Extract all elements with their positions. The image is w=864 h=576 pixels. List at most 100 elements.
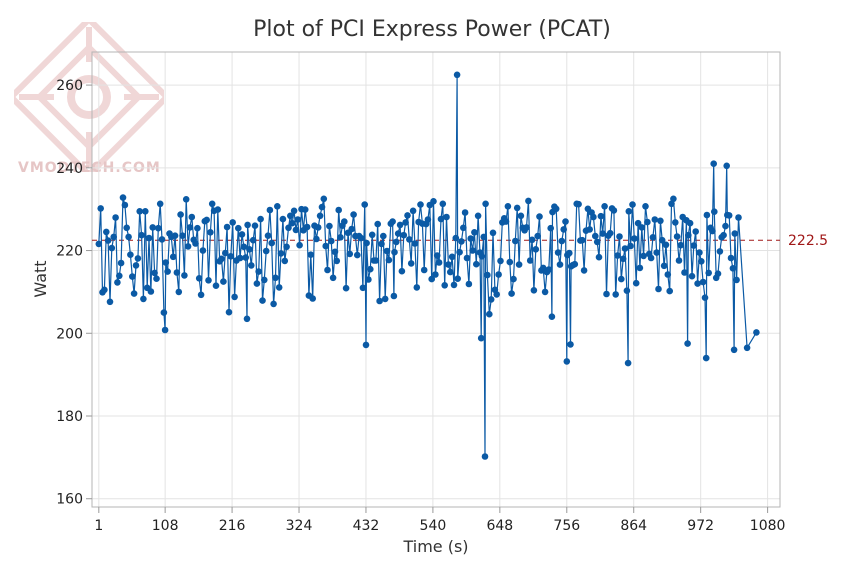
data-point [694, 280, 701, 287]
data-point [548, 313, 556, 321]
data-point [194, 224, 201, 232]
data-point [320, 195, 328, 203]
data-point [716, 248, 724, 255]
data-point [333, 257, 341, 265]
axis-ticks: 1 108 216 324 432 540 648 756 864 972 1080 160 180 20… [56, 78, 785, 534]
data-point [698, 258, 705, 265]
data-point [554, 249, 562, 256]
data-point [688, 272, 696, 280]
data-point [515, 261, 523, 268]
data-point [195, 275, 203, 282]
data-point [675, 257, 683, 264]
data-point [625, 208, 633, 215]
data-point [346, 250, 354, 258]
data-point [467, 235, 475, 242]
data-point [277, 250, 285, 257]
data-point [725, 212, 733, 219]
data-point [328, 237, 335, 245]
x-tick-label: 648 [486, 518, 513, 534]
data-point [266, 206, 274, 214]
data-point [290, 207, 298, 215]
data-point [108, 244, 116, 252]
data-point [623, 287, 631, 295]
data-point [342, 284, 350, 292]
data-point [251, 222, 259, 229]
data-point [104, 237, 112, 244]
data-point [147, 288, 155, 295]
data-point [134, 255, 142, 262]
data-point [445, 261, 452, 268]
data-point [502, 218, 510, 225]
data-point [292, 226, 300, 234]
x-tick-label: 432 [353, 518, 380, 534]
data-point [188, 213, 196, 221]
data-point [430, 198, 437, 205]
data-point [337, 234, 344, 241]
data-point [685, 231, 692, 239]
data-point [601, 203, 608, 210]
data-point [614, 252, 621, 259]
data-point [359, 284, 367, 292]
data-point [322, 242, 330, 250]
data-point [409, 207, 417, 215]
data-point [523, 224, 530, 231]
data-point [367, 265, 374, 273]
data-point [558, 237, 566, 245]
data-point [287, 212, 294, 220]
data-point [354, 251, 361, 259]
series-line [98, 74, 757, 457]
data-point [413, 284, 421, 291]
y-tick-label: 240 [56, 161, 83, 177]
data-point [684, 340, 691, 347]
data-point [309, 295, 317, 302]
data-point [495, 271, 502, 278]
data-point [406, 236, 413, 243]
data-point [701, 294, 709, 302]
data-point [184, 243, 192, 250]
data-point [225, 308, 233, 316]
data-point [156, 200, 164, 208]
data-point [478, 252, 486, 260]
x-tick-label: 972 [687, 518, 714, 534]
data-point [390, 292, 398, 300]
data-point [404, 212, 411, 219]
plot-frame [91, 51, 781, 508]
data-point [242, 254, 249, 261]
data-point [231, 293, 238, 301]
data-point [566, 249, 573, 257]
data-point [657, 217, 664, 225]
data-point [642, 203, 649, 210]
data-point [644, 218, 651, 226]
data-point [447, 268, 454, 276]
data-point [101, 286, 108, 294]
data-point [169, 253, 177, 261]
data-point [240, 243, 248, 251]
data-point [517, 212, 525, 220]
x-tick-label: 324 [286, 518, 313, 534]
data-point [720, 231, 727, 239]
x-tick-label: 756 [553, 518, 580, 534]
data-point [699, 278, 707, 286]
data-point [552, 205, 560, 213]
data-point [547, 224, 554, 232]
data-point [668, 200, 675, 208]
data-point [264, 232, 272, 239]
data-point [229, 219, 236, 226]
data-point [528, 236, 536, 244]
data-point [363, 239, 370, 247]
data-point [223, 223, 231, 231]
data-point [132, 262, 140, 269]
data-point [681, 269, 688, 276]
data-point [123, 224, 130, 232]
data-point [214, 206, 222, 213]
data-point [606, 229, 614, 237]
data-point [658, 236, 666, 244]
data-point [272, 274, 279, 282]
data-point [398, 267, 406, 275]
data-point [660, 262, 668, 270]
data-point [396, 221, 404, 229]
data-point [526, 257, 534, 264]
data-point [140, 295, 147, 303]
data-point [463, 254, 471, 262]
data-point [281, 257, 289, 265]
